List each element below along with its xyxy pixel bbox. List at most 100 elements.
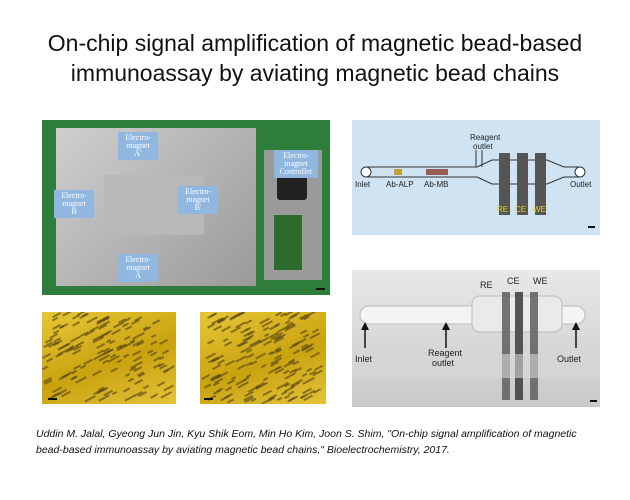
chip-electrode-ce	[515, 292, 523, 400]
chip-electrode-we	[530, 292, 538, 400]
title-line-2: immunoassay by aviating magnetic bead ch…	[70, 60, 560, 86]
chip-label-reagent-outlet-2: outlet	[432, 358, 455, 368]
bead-chain	[125, 373, 131, 377]
label-ab-mb: Ab-MB	[424, 180, 448, 189]
bead-chain	[45, 357, 53, 363]
arrow-icons	[361, 322, 580, 348]
bead-chain	[293, 349, 301, 355]
bead-chain	[72, 321, 80, 326]
bead-chain	[123, 335, 131, 340]
label-electromagnet-b: Electro- magnet B	[54, 190, 94, 218]
bead-chain	[157, 380, 166, 386]
micro-scale-bar-right	[204, 398, 213, 400]
chip-label-ce: CE	[507, 276, 520, 286]
label-electromagnet-b-prime: Electro- magnet B'	[178, 186, 218, 214]
chip-label-we: WE	[533, 276, 548, 286]
bead-chain	[262, 377, 269, 382]
controller-pcb	[274, 215, 302, 270]
bead-chain	[245, 352, 254, 359]
bead-chain	[132, 350, 142, 356]
ab-alp-beads	[394, 169, 402, 175]
bead-chain	[84, 395, 96, 403]
bead-chain	[250, 398, 257, 402]
bead-chain	[122, 387, 130, 392]
bead-chain	[263, 326, 269, 331]
bead-chain	[212, 364, 222, 370]
bead-chain	[149, 351, 157, 357]
bead-chain	[151, 334, 157, 338]
bead-chain	[99, 331, 110, 339]
bead-chain	[150, 393, 159, 399]
bead-chain	[310, 351, 320, 358]
bead-chain	[151, 319, 160, 325]
title-line-1: On-chip signal amplification of magnetic…	[47, 30, 583, 56]
label-inlet: Inlet	[355, 180, 371, 189]
bead-chain	[301, 372, 307, 377]
bead-chain	[302, 377, 315, 385]
bead-chain	[124, 325, 132, 330]
bead-chain	[224, 341, 232, 347]
scale-bar	[316, 288, 325, 290]
bead-chain	[122, 353, 129, 358]
micrograph-left	[42, 312, 176, 404]
bead-chain	[217, 359, 225, 365]
bead-chain	[95, 343, 105, 349]
bead-chain	[305, 312, 318, 317]
citation-text: Uddin M. Jalal, Gyeong Jun Jin, Kyu Shik…	[36, 428, 577, 456]
bead-chain	[290, 379, 303, 387]
bead-chain	[116, 358, 123, 363]
bead-chain	[143, 384, 150, 390]
bead-chain	[207, 313, 216, 319]
bead-chain	[70, 369, 77, 375]
chip-photo: RE CE WE Inlet Reagent outlet Outlet	[352, 270, 600, 407]
chip-electrode-re	[502, 292, 510, 400]
label-electromagnet-a-prime: Electro- magnet A'	[118, 132, 158, 160]
chip-label-re: RE	[480, 280, 493, 290]
bead-chain	[127, 378, 134, 383]
bead-chain	[255, 352, 266, 360]
electrode-ce	[517, 153, 528, 215]
bead-chain	[225, 359, 236, 366]
bead-chain	[124, 393, 136, 401]
label-reagent-outlet-1: Reagent	[470, 133, 501, 142]
bead-chain	[225, 386, 232, 392]
bead-chain	[92, 369, 103, 376]
bead-chain	[236, 340, 247, 348]
bead-chain	[159, 356, 165, 360]
chip-label-inlet: Inlet	[355, 354, 373, 364]
bead-chain	[59, 323, 68, 329]
channel-schematic: Reagent outlet Inlet Ab-ALP Ab-MB RE CE …	[352, 120, 600, 235]
bead-chain	[226, 379, 235, 385]
scale-bar	[588, 226, 595, 228]
bead-chain	[309, 332, 320, 340]
bead-chain	[158, 338, 167, 345]
bead-chain	[162, 349, 170, 355]
label-electromagnet-a: Electro- magnet A	[118, 254, 158, 282]
label-we: WE	[533, 205, 546, 214]
bead-chain	[276, 396, 282, 401]
bead-chain	[75, 376, 87, 384]
bead-chain	[150, 340, 158, 346]
chip-label-reagent-outlet-1: Reagent	[428, 348, 463, 358]
device-photo: Electro- magnet A' Electro- magnet B Ele…	[42, 120, 330, 295]
label-reagent-outlet-2: outlet	[473, 142, 493, 151]
bead-chain	[42, 365, 49, 370]
bead-chain	[109, 367, 118, 373]
bead-chain	[224, 393, 233, 399]
label-controller: Electro- magnet Controller	[274, 150, 318, 178]
electrode-we	[535, 153, 546, 215]
bead-chain	[133, 378, 143, 385]
micrograph-right	[200, 312, 326, 404]
label-ab-alp: Ab-ALP	[386, 180, 414, 189]
micro-scale-bar-left	[48, 398, 57, 400]
bead-chain	[207, 339, 215, 345]
bead-chain	[163, 384, 175, 391]
electrode-re	[499, 153, 510, 215]
bead-chain	[111, 391, 117, 396]
scale-bar	[590, 400, 597, 402]
slide-title: On-chip signal amplification of magnetic…	[0, 28, 630, 88]
bead-chain	[236, 363, 246, 370]
bead-chain	[287, 390, 294, 395]
bead-chain	[280, 390, 287, 395]
bead-chain	[111, 328, 121, 335]
